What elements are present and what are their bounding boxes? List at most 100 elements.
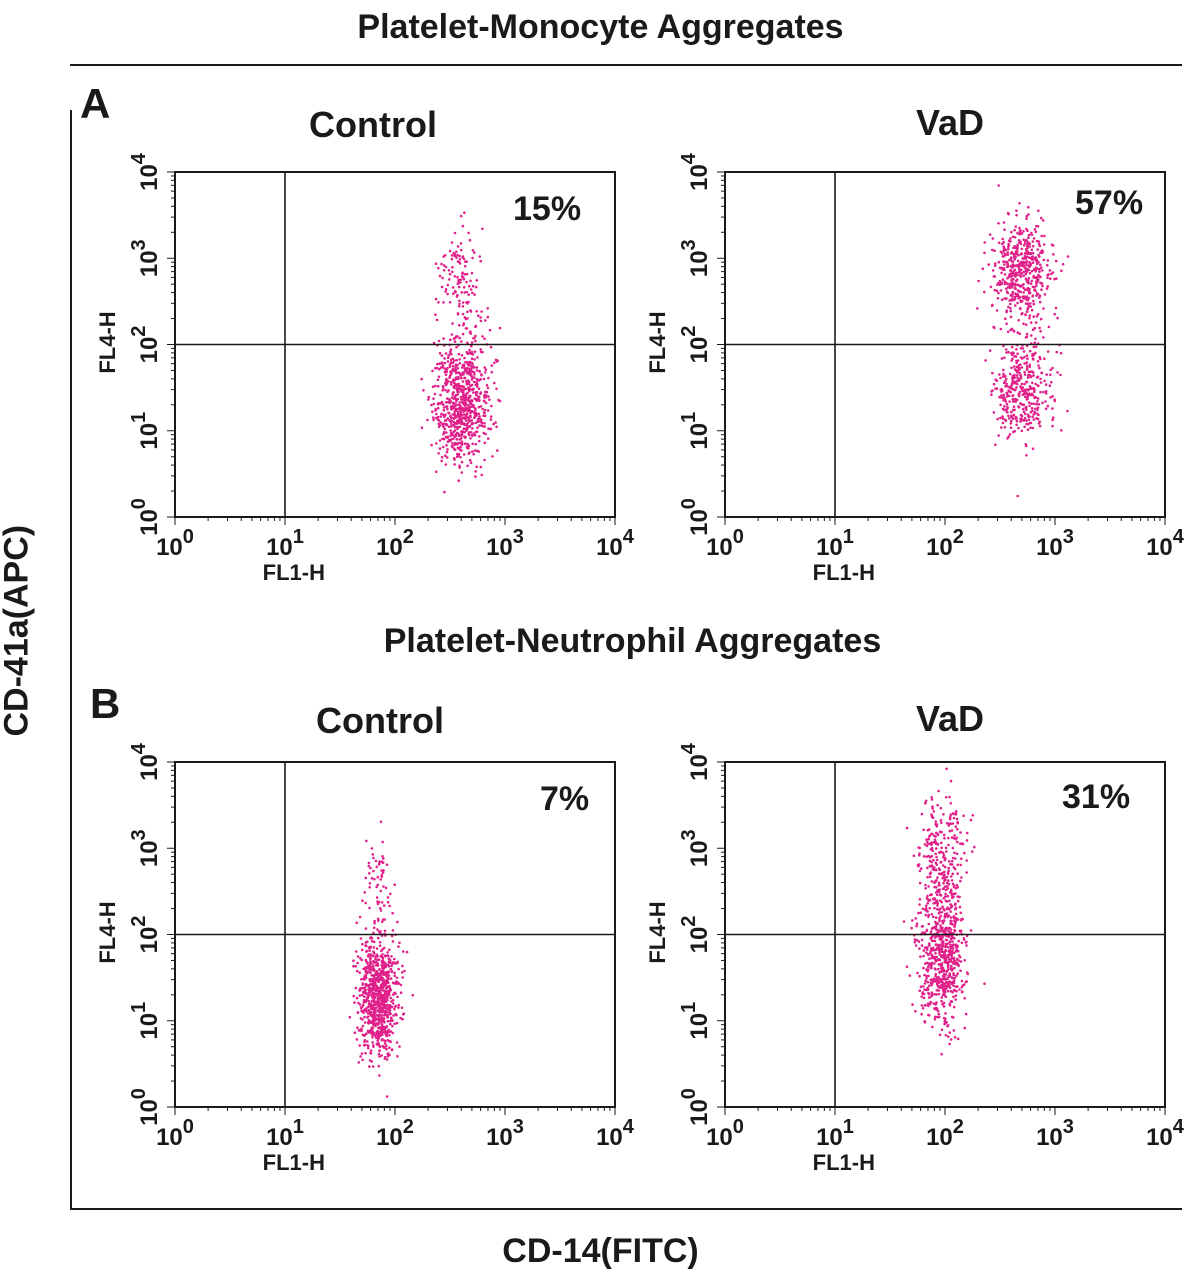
data-point — [1009, 307, 1012, 310]
data-point — [479, 319, 483, 323]
data-point — [938, 963, 941, 966]
data-point — [364, 901, 368, 905]
data-point — [1027, 393, 1031, 397]
data-point — [376, 1039, 380, 1042]
data-point — [1028, 363, 1031, 367]
data-point — [382, 1004, 386, 1008]
data-point — [360, 958, 364, 962]
data-point — [372, 946, 376, 949]
data-point — [355, 950, 358, 953]
data-point — [1030, 269, 1034, 273]
data-point — [911, 919, 914, 922]
data-point — [922, 996, 926, 1000]
data-point — [1015, 423, 1018, 427]
data-point — [1019, 307, 1022, 311]
data-point — [422, 389, 425, 392]
data-point — [486, 386, 490, 390]
data-point — [393, 961, 396, 964]
data-point — [937, 992, 941, 996]
data-point — [990, 304, 994, 307]
data-point — [954, 887, 958, 890]
data-point — [371, 985, 375, 988]
data-point — [367, 1020, 371, 1023]
data-point — [469, 437, 472, 440]
data-point — [934, 852, 937, 856]
data-point — [369, 936, 373, 939]
y-tick-label: 102 — [678, 326, 713, 364]
data-point — [360, 1052, 364, 1055]
data-point — [470, 271, 474, 275]
data-point — [936, 803, 939, 807]
panel-a-letter: A — [80, 80, 111, 127]
data-point — [952, 836, 956, 840]
data-point — [1021, 407, 1025, 411]
data-point — [1033, 395, 1037, 399]
data-point — [480, 424, 484, 428]
data-point — [487, 376, 490, 380]
data-point — [385, 1009, 388, 1013]
data-point — [440, 354, 444, 357]
data-point — [453, 423, 456, 427]
data-point — [1045, 287, 1049, 290]
data-point — [470, 373, 473, 377]
data-point — [449, 383, 453, 386]
data-point — [1038, 296, 1041, 299]
data-point — [466, 409, 469, 413]
data-point — [950, 953, 954, 957]
data-point — [358, 971, 362, 974]
data-point — [386, 963, 390, 967]
data-point — [450, 257, 454, 261]
data-point — [376, 875, 380, 879]
data-point — [945, 885, 949, 888]
data-point — [374, 957, 377, 961]
data-point — [936, 1009, 940, 1013]
data-point — [1024, 313, 1027, 316]
data-point — [420, 377, 423, 381]
data-point — [930, 814, 934, 817]
data-point — [388, 961, 392, 965]
panel-a-vad-percent: 57% — [1075, 184, 1144, 222]
data-point — [459, 418, 462, 422]
data-point — [444, 352, 448, 355]
data-point — [447, 354, 450, 357]
data-point — [1030, 248, 1034, 252]
data-point — [367, 964, 370, 967]
data-point — [1015, 273, 1018, 277]
data-point — [1040, 266, 1043, 269]
data-point — [385, 1095, 389, 1098]
data-point — [1046, 259, 1050, 262]
data-point — [950, 892, 954, 895]
data-point — [437, 266, 440, 270]
data-point — [941, 974, 945, 978]
data-point — [365, 944, 368, 948]
data-point — [1013, 381, 1017, 385]
data-point — [390, 955, 393, 958]
data-point — [1044, 390, 1048, 393]
data-point — [935, 847, 938, 850]
data-point — [928, 944, 931, 947]
data-point — [1011, 357, 1014, 361]
data-point — [453, 435, 457, 439]
data-point — [386, 995, 389, 999]
data-point — [944, 888, 948, 892]
data-point — [1020, 366, 1024, 369]
data-point — [944, 981, 948, 984]
data-point — [932, 915, 935, 919]
data-point — [945, 850, 948, 853]
data-point — [446, 417, 450, 420]
data-point — [1030, 258, 1034, 261]
data-point — [933, 1017, 937, 1021]
data-point — [466, 366, 469, 370]
data-point — [939, 907, 942, 910]
data-point — [388, 986, 392, 990]
data-point — [458, 258, 462, 261]
data-point — [489, 418, 493, 421]
data-point — [922, 949, 926, 952]
data-point — [463, 356, 466, 360]
data-point — [1005, 395, 1009, 398]
data-point — [438, 368, 441, 371]
data-point — [925, 907, 928, 910]
data-point — [938, 919, 941, 923]
data-point — [436, 362, 439, 366]
data-point — [1003, 408, 1006, 412]
